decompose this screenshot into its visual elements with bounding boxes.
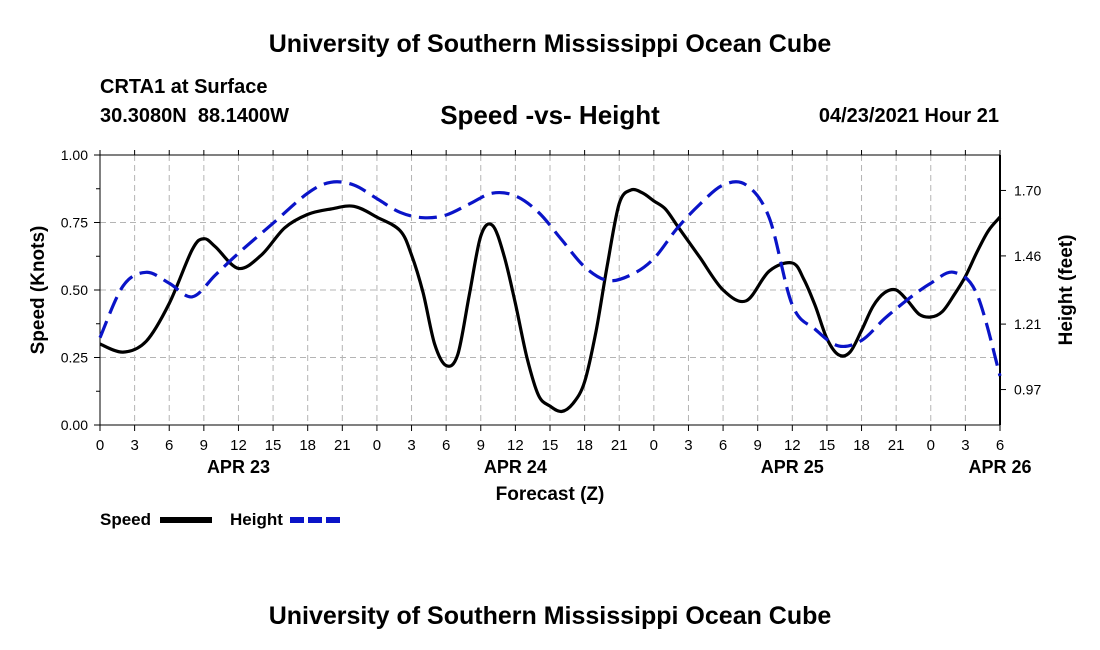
date-label: APR 24 xyxy=(484,457,547,477)
chart-subtitle: Speed -vs- Height xyxy=(440,100,660,130)
y-axis-label: Speed (Knots) xyxy=(28,226,49,355)
x-tick-label: 3 xyxy=(684,437,692,454)
legend-speed-label: Speed xyxy=(100,510,151,529)
x-tick-label: 9 xyxy=(477,437,485,454)
date-label: APR 23 xyxy=(207,457,270,477)
x-tick-label: 21 xyxy=(334,437,351,454)
legend-height-label: Height xyxy=(230,510,283,529)
y2-axis-label: Height (feet) xyxy=(1056,235,1077,346)
x-tick-label: 21 xyxy=(611,437,628,454)
x-tick-label: 3 xyxy=(961,437,969,454)
page-title-bottom: University of Southern Mississippi Ocean… xyxy=(268,602,832,630)
date-label: APR 25 xyxy=(761,457,824,477)
x-tick-label: 18 xyxy=(853,437,870,454)
x-tick-label: 21 xyxy=(888,437,905,454)
date-label: APR 26 xyxy=(968,457,1031,477)
x-tick-label: 6 xyxy=(165,437,173,454)
x-tick-label: 9 xyxy=(200,437,208,454)
datetime-label: 04/23/2021 Hour 21 xyxy=(818,105,999,127)
x-tick-label: 12 xyxy=(784,437,801,454)
y2-tick-label: 1.46 xyxy=(1014,248,1041,264)
y2-tick-label: 1.70 xyxy=(1014,182,1041,198)
x-tick-label: 0 xyxy=(650,437,658,454)
x-tick-label: 18 xyxy=(576,437,593,454)
x-tick-label: 0 xyxy=(96,437,104,454)
x-tick-label: 3 xyxy=(407,437,415,454)
x-axis-label: Forecast (Z) xyxy=(496,484,605,505)
x-tick-label: 12 xyxy=(230,437,247,454)
y-tick-label: 0.25 xyxy=(61,350,88,366)
x-tick-label: 0 xyxy=(927,437,935,454)
coordinates-label: 30.3080N 88.1400W xyxy=(100,105,290,127)
x-tick-label: 9 xyxy=(754,437,762,454)
x-tick-label: 6 xyxy=(719,437,727,454)
y2-tick-label: 0.97 xyxy=(1014,382,1041,398)
y2-tick-label: 1.21 xyxy=(1014,316,1041,332)
speed-series-line xyxy=(99,187,1002,414)
x-tick-label: 18 xyxy=(299,437,316,454)
x-tick-label: 12 xyxy=(507,437,524,454)
x-tick-label: 6 xyxy=(442,437,450,454)
x-tick-label: 0 xyxy=(373,437,381,454)
height-series-line xyxy=(98,180,1002,377)
x-tick-label: 15 xyxy=(265,437,282,454)
y-tick-label: 0.00 xyxy=(61,417,88,433)
x-tick-label: 3 xyxy=(130,437,138,454)
y-tick-label: 0.50 xyxy=(61,282,88,298)
x-tick-label: 6 xyxy=(996,437,1004,454)
x-tick-label: 15 xyxy=(542,437,559,454)
y-tick-label: 0.75 xyxy=(61,215,88,231)
y-tick-label: 1.00 xyxy=(61,147,88,163)
page-title-top: University of Southern Mississippi Ocean… xyxy=(268,30,832,58)
x-tick-label: 15 xyxy=(819,437,836,454)
station-label: CRTA1 at Surface xyxy=(100,76,268,98)
